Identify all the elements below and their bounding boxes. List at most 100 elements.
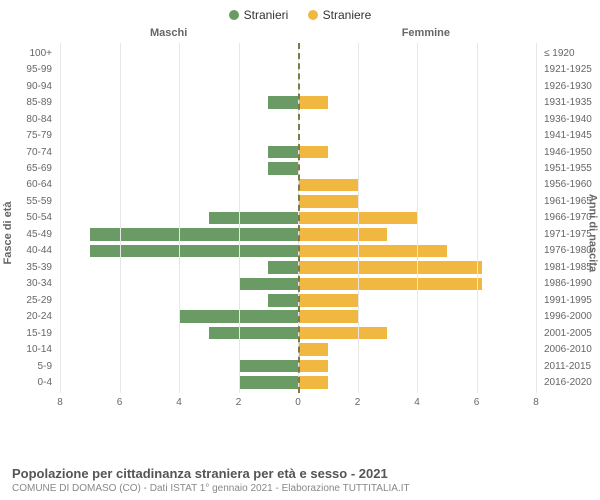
legend-label-male: Stranieri	[244, 8, 289, 22]
birth-year-label: 1966-1970	[540, 210, 600, 226]
age-label: 60-64	[0, 177, 56, 193]
age-label: 80-84	[0, 111, 56, 127]
age-label: 40-44	[0, 243, 56, 259]
birth-year-label: 1951-1955	[540, 160, 600, 176]
birth-year-label: 1986-1990	[540, 276, 600, 292]
birth-year-label: 1946-1950	[540, 144, 600, 160]
x-tick-label: 4	[414, 397, 420, 408]
age-label: 15-19	[0, 325, 56, 341]
birth-year-label: 1961-1965	[540, 193, 600, 209]
legend-item-male: Stranieri	[229, 8, 289, 22]
age-label: 5-9	[0, 358, 56, 374]
bar-female	[298, 327, 387, 340]
age-label: 10-14	[0, 341, 56, 357]
grid-line	[536, 43, 537, 393]
birth-year-label: 1991-1995	[540, 292, 600, 308]
age-label: 55-59	[0, 193, 56, 209]
y-left-labels: 100+95-9990-9485-8980-8475-7970-7465-696…	[0, 45, 56, 391]
birth-year-label: 2011-2015	[540, 358, 600, 374]
legend-item-female: Straniere	[308, 8, 372, 22]
age-label: 100+	[0, 45, 56, 61]
x-tick-label: 2	[355, 397, 361, 408]
birth-year-label: 1956-1960	[540, 177, 600, 193]
age-label: 20-24	[0, 309, 56, 325]
footer-title: Popolazione per cittadinanza straniera p…	[12, 466, 588, 481]
birth-year-label: ≤ 1920	[540, 45, 600, 61]
bar-female	[298, 146, 328, 159]
birth-year-label: 1921-1925	[540, 61, 600, 77]
chart: Fasce di età Anni di nascita 100+95-9990…	[0, 43, 600, 423]
footer: Popolazione per cittadinanza straniera p…	[12, 466, 588, 494]
x-axis: 8 6 4 2 0 2 4 6 8	[60, 397, 536, 413]
footer-subtitle: COMUNE DI DOMASO (CO) - Dati ISTAT 1° ge…	[12, 483, 588, 494]
grid-line	[477, 43, 478, 393]
bar-female	[298, 228, 387, 241]
x-tick-label: 4	[176, 397, 182, 408]
bar-male	[209, 327, 298, 340]
grid-line	[60, 43, 61, 393]
birth-year-label: 1936-1940	[540, 111, 600, 127]
grid-line	[120, 43, 121, 393]
grid-line	[239, 43, 240, 393]
bar-male	[90, 245, 298, 258]
birth-year-label: 1931-1935	[540, 94, 600, 110]
bar-male	[268, 96, 298, 109]
bar-female	[298, 310, 358, 323]
bar-female	[298, 195, 358, 208]
bar-male	[239, 376, 299, 389]
x-tick-label: 8	[57, 397, 63, 408]
bar-male	[209, 212, 298, 225]
age-label: 75-79	[0, 127, 56, 143]
age-label: 85-89	[0, 94, 56, 110]
bar-male	[90, 228, 298, 241]
birth-year-label: 2006-2010	[540, 341, 600, 357]
birth-year-label: 1996-2000	[540, 309, 600, 325]
age-label: 90-94	[0, 78, 56, 94]
birth-year-label: 1926-1930	[540, 78, 600, 94]
y-right-labels: ≤ 19201921-19251926-19301931-19351936-19…	[540, 45, 600, 391]
bar-female	[298, 245, 447, 258]
bar-male	[268, 162, 298, 175]
bar-male	[268, 146, 298, 159]
x-tick-label: 6	[117, 397, 123, 408]
age-label: 45-49	[0, 226, 56, 242]
bar-female	[298, 179, 358, 192]
age-label: 65-69	[0, 160, 56, 176]
x-tick-label: 8	[533, 397, 539, 408]
x-tick-label: 6	[474, 397, 480, 408]
header-female: Femmine	[402, 27, 450, 39]
bar-male	[268, 294, 298, 307]
x-tick-label: 0	[295, 397, 301, 408]
bar-male	[239, 278, 299, 291]
bar-female	[298, 294, 358, 307]
age-label: 35-39	[0, 259, 56, 275]
bar-female	[298, 360, 328, 373]
grid-line	[179, 43, 180, 393]
grid-line	[417, 43, 418, 393]
age-label: 25-29	[0, 292, 56, 308]
bar-female	[298, 343, 328, 356]
bar-female	[298, 261, 482, 274]
legend-swatch-male	[229, 10, 239, 20]
legend-label-female: Straniere	[323, 8, 372, 22]
birth-year-label: 1941-1945	[540, 127, 600, 143]
center-line	[298, 43, 300, 393]
bar-female	[298, 278, 482, 291]
age-label: 0-4	[0, 374, 56, 390]
age-label: 30-34	[0, 276, 56, 292]
birth-year-label: 1976-1980	[540, 243, 600, 259]
birth-year-label: 2001-2005	[540, 325, 600, 341]
age-label: 70-74	[0, 144, 56, 160]
birth-year-label: 2016-2020	[540, 374, 600, 390]
legend-swatch-female	[308, 10, 318, 20]
bar-male	[239, 360, 299, 373]
column-headers: Maschi Femmine	[0, 27, 600, 43]
legend: Stranieri Straniere	[0, 0, 600, 27]
birth-year-label: 1971-1975	[540, 226, 600, 242]
grid-line	[358, 43, 359, 393]
x-tick-label: 2	[236, 397, 242, 408]
plot-area	[60, 43, 536, 393]
age-label: 50-54	[0, 210, 56, 226]
bar-female	[298, 96, 328, 109]
age-label: 95-99	[0, 61, 56, 77]
